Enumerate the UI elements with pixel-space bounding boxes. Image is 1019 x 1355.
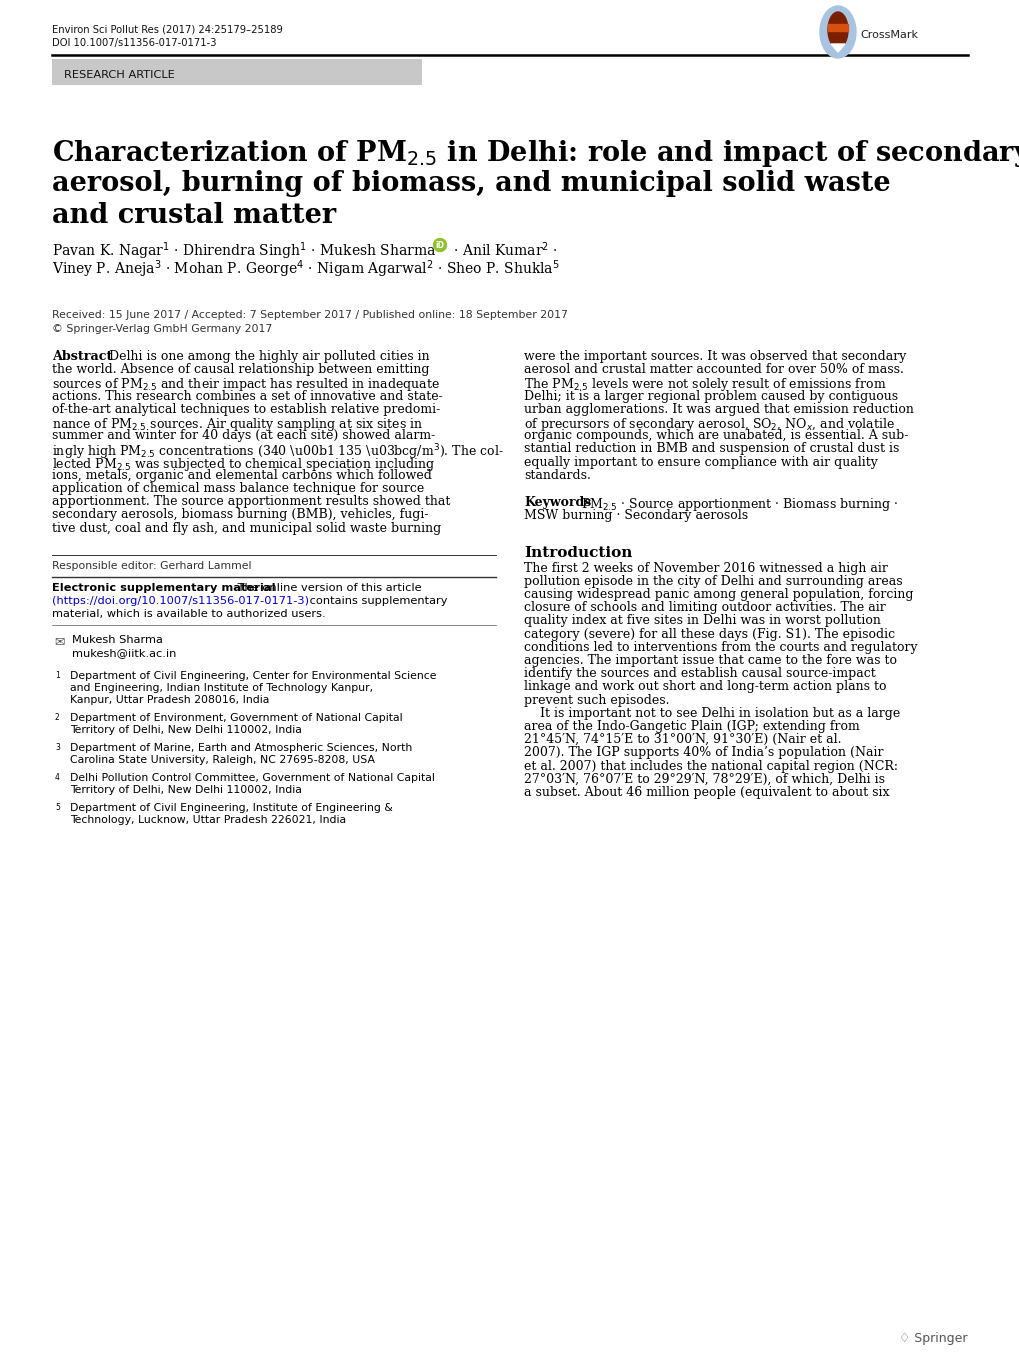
Text: Department of Environment, Government of National Capital: Department of Environment, Government of… <box>70 713 403 722</box>
Text: et al. 2007) that includes the national capital region (NCR:: et al. 2007) that includes the national … <box>524 760 897 772</box>
Text: Environ Sci Pollut Res (2017) 24:25179–25189: Environ Sci Pollut Res (2017) 24:25179–2… <box>52 24 282 34</box>
Text: Technology, Lucknow, Uttar Pradesh 226021, India: Technology, Lucknow, Uttar Pradesh 22602… <box>70 814 345 825</box>
Text: of precursors of secondary aerosol, SO$_2$, NO$_x$, and volatile: of precursors of secondary aerosol, SO$_… <box>524 416 894 434</box>
Text: apportionment. The source apportionment results showed that: apportionment. The source apportionment … <box>52 495 450 508</box>
Text: contains supplementary: contains supplementary <box>306 596 447 606</box>
Text: conditions led to interventions from the courts and regulatory: conditions led to interventions from the… <box>524 641 917 654</box>
Ellipse shape <box>433 238 446 252</box>
Text: Kanpur, Uttar Pradesh 208016, India: Kanpur, Uttar Pradesh 208016, India <box>70 695 269 705</box>
Text: nance of PM$_{2.5}$ sources. Air quality sampling at six sites in: nance of PM$_{2.5}$ sources. Air quality… <box>52 416 423 434</box>
Text: 3: 3 <box>55 743 60 752</box>
Text: and Engineering, Indian Institute of Technology Kanpur,: and Engineering, Indian Institute of Tec… <box>70 683 373 692</box>
Text: the world. Absence of causal relationship between emitting: the world. Absence of causal relationshi… <box>52 363 429 377</box>
Text: Characterization of PM$_{2.5}$ in Delhi: role and impact of secondary: Characterization of PM$_{2.5}$ in Delhi:… <box>52 138 1019 169</box>
Text: prevent such episodes.: prevent such episodes. <box>524 694 668 706</box>
Text: © Springer-Verlag GmbH Germany 2017: © Springer-Verlag GmbH Germany 2017 <box>52 324 272 333</box>
Text: Responsible editor: Gerhard Lammel: Responsible editor: Gerhard Lammel <box>52 561 252 570</box>
Text: and crustal matter: and crustal matter <box>52 202 336 229</box>
Text: lected PM$_{2.5}$ was subjected to chemical speciation including: lected PM$_{2.5}$ was subjected to chemi… <box>52 455 434 473</box>
Text: 4: 4 <box>55 772 60 782</box>
Text: 1: 1 <box>55 671 60 680</box>
Text: standards.: standards. <box>524 469 590 482</box>
FancyBboxPatch shape <box>52 60 422 85</box>
Text: Viney P. Aneja$^{3}$ · Mohan P. George$^{4}$ · Nigam Agarwal$^{2}$ · Sheo P. Shu: Viney P. Aneja$^{3}$ · Mohan P. George$^… <box>52 257 559 279</box>
Text: linkage and work out short and long-term action plans to: linkage and work out short and long-term… <box>524 680 886 694</box>
Text: · Anil Kumar$^{2}$ ·: · Anil Kumar$^{2}$ · <box>448 240 557 259</box>
Ellipse shape <box>827 12 847 47</box>
Text: application of chemical mass balance technique for source: application of chemical mass balance tec… <box>52 482 424 495</box>
Text: a subset. About 46 million people (equivalent to about six: a subset. About 46 million people (equiv… <box>524 786 889 799</box>
Text: Delhi Pollution Control Committee, Government of National Capital: Delhi Pollution Control Committee, Gover… <box>70 772 434 783</box>
Text: aerosol and crustal matter accounted for over 50% of mass.: aerosol and crustal matter accounted for… <box>524 363 903 377</box>
Text: Territory of Delhi, New Delhi 110002, India: Territory of Delhi, New Delhi 110002, In… <box>70 785 302 795</box>
Text: CrossMark: CrossMark <box>859 30 917 41</box>
Text: area of the Indo-Gangetic Plain (IGP; extending from: area of the Indo-Gangetic Plain (IGP; ex… <box>524 720 859 733</box>
Text: Electronic supplementary material: Electronic supplementary material <box>52 583 275 592</box>
Polygon shape <box>830 43 844 51</box>
Text: 2: 2 <box>55 713 60 722</box>
Text: of-the-art analytical techniques to establish relative predomi-: of-the-art analytical techniques to esta… <box>52 402 440 416</box>
Text: sources of PM$_{2.5}$ and their impact has resulted in inadequate: sources of PM$_{2.5}$ and their impact h… <box>52 377 439 393</box>
Text: Delhi is one among the highly air polluted cities in: Delhi is one among the highly air pollut… <box>109 350 429 363</box>
Text: actions. This research combines a set of innovative and state-: actions. This research combines a set of… <box>52 390 442 402</box>
Text: Abstract: Abstract <box>52 350 112 363</box>
Text: Department of Civil Engineering, Center for Environmental Science: Department of Civil Engineering, Center … <box>70 671 436 680</box>
Text: 27°03′N, 76°07′E to 29°29′N, 78°29′E), of which, Delhi is: 27°03′N, 76°07′E to 29°29′N, 78°29′E), o… <box>524 772 884 786</box>
Text: It is important not to see Delhi in isolation but as a large: It is important not to see Delhi in isol… <box>524 707 900 720</box>
Text: The online version of this article: The online version of this article <box>233 583 421 592</box>
Text: material, which is available to authorized users.: material, which is available to authoriz… <box>52 608 325 619</box>
Text: category (severe) for all these days (Fig. S1). The episodic: category (severe) for all these days (Fi… <box>524 627 895 641</box>
Text: RESEARCH ARTICLE: RESEARCH ARTICLE <box>64 70 174 80</box>
Text: DOI 10.1007/s11356-017-0171-3: DOI 10.1007/s11356-017-0171-3 <box>52 38 216 47</box>
Text: causing widespread panic among general population, forcing: causing widespread panic among general p… <box>524 588 913 602</box>
Text: iD: iD <box>435 240 444 249</box>
Text: secondary aerosols, biomass burning (BMB), vehicles, fugi-: secondary aerosols, biomass burning (BMB… <box>52 508 428 522</box>
Text: quality index at five sites in Delhi was in worst pollution: quality index at five sites in Delhi was… <box>524 614 880 627</box>
Text: stantial reduction in BMB and suspension of crustal dust is: stantial reduction in BMB and suspension… <box>524 442 899 455</box>
Text: Department of Marine, Earth and Atmospheric Sciences, North: Department of Marine, Earth and Atmosphe… <box>70 743 412 753</box>
Text: (https://doi.org/10.1007/s11356-017-0171-3): (https://doi.org/10.1007/s11356-017-0171… <box>52 596 309 606</box>
Text: ions, metals, organic and elemental carbons which followed: ions, metals, organic and elemental carb… <box>52 469 431 482</box>
Text: tive dust, coal and fly ash, and municipal solid waste burning: tive dust, coal and fly ash, and municip… <box>52 522 441 535</box>
Text: 21°45′N, 74°15′E to 31°00′N, 91°30′E) (Nair et al.: 21°45′N, 74°15′E to 31°00′N, 91°30′E) (N… <box>524 733 841 747</box>
Text: Department of Civil Engineering, Institute of Engineering &: Department of Civil Engineering, Institu… <box>70 802 392 813</box>
Text: Mukesh Sharma: Mukesh Sharma <box>72 634 163 645</box>
Text: summer and winter for 40 days (at each site) showed alarm-: summer and winter for 40 days (at each s… <box>52 430 435 442</box>
Text: organic compounds, which are unabated, is essential. A sub-: organic compounds, which are unabated, i… <box>524 430 908 442</box>
Text: Keywords: Keywords <box>524 496 591 509</box>
Text: were the important sources. It was observed that secondary: were the important sources. It was obser… <box>524 350 906 363</box>
Text: ingly high PM$_{2.5}$ concentrations (340 \u00b1 135 \u03bcg/m$^{3}$). The col-: ingly high PM$_{2.5}$ concentrations (34… <box>52 442 503 462</box>
Text: Introduction: Introduction <box>524 546 632 560</box>
Text: 5: 5 <box>55 802 60 812</box>
Text: The first 2 weeks of November 2016 witnessed a high air: The first 2 weeks of November 2016 witne… <box>524 561 887 575</box>
Text: closure of schools and limiting outdoor activities. The air: closure of schools and limiting outdoor … <box>524 602 884 614</box>
Bar <box>827 24 847 31</box>
Text: ♢ Springer: ♢ Springer <box>899 1332 967 1346</box>
Text: urban agglomerations. It was argued that emission reduction: urban agglomerations. It was argued that… <box>524 402 913 416</box>
Text: identify the sources and establish causal source-impact: identify the sources and establish causa… <box>524 667 875 680</box>
Text: Received: 15 June 2017 / Accepted: 7 September 2017 / Published online: 18 Septe: Received: 15 June 2017 / Accepted: 7 Sep… <box>52 310 568 320</box>
Text: mukesh@iitk.ac.in: mukesh@iitk.ac.in <box>72 648 176 657</box>
Text: Delhi; it is a larger regional problem caused by contiguous: Delhi; it is a larger regional problem c… <box>524 390 898 402</box>
Text: ✉: ✉ <box>54 634 64 648</box>
Text: pollution episode in the city of Delhi and surrounding areas: pollution episode in the city of Delhi a… <box>524 575 902 588</box>
Ellipse shape <box>819 5 855 58</box>
Text: agencies. The important issue that came to the fore was to: agencies. The important issue that came … <box>524 654 896 667</box>
Text: Territory of Delhi, New Delhi 110002, India: Territory of Delhi, New Delhi 110002, In… <box>70 725 302 734</box>
Text: Carolina State University, Raleigh, NC 27695-8208, USA: Carolina State University, Raleigh, NC 2… <box>70 755 375 764</box>
Text: equally important to ensure compliance with air quality: equally important to ensure compliance w… <box>524 455 877 469</box>
Text: PM$_{2.5}$ · Source apportionment · Biomass burning ·: PM$_{2.5}$ · Source apportionment · Biom… <box>581 496 898 514</box>
Text: MSW burning · Secondary aerosols: MSW burning · Secondary aerosols <box>524 509 747 522</box>
Text: Pavan K. Nagar$^{1}$ · Dhirendra Singh$^{1}$ · Mukesh Sharma$^{1}$: Pavan K. Nagar$^{1}$ · Dhirendra Singh$^… <box>52 240 441 262</box>
Text: 2007). The IGP supports 40% of India’s population (Nair: 2007). The IGP supports 40% of India’s p… <box>524 747 882 759</box>
Text: aerosol, burning of biomass, and municipal solid waste: aerosol, burning of biomass, and municip… <box>52 169 890 196</box>
Text: The PM$_{2.5}$ levels were not solely result of emissions from: The PM$_{2.5}$ levels were not solely re… <box>524 377 886 393</box>
